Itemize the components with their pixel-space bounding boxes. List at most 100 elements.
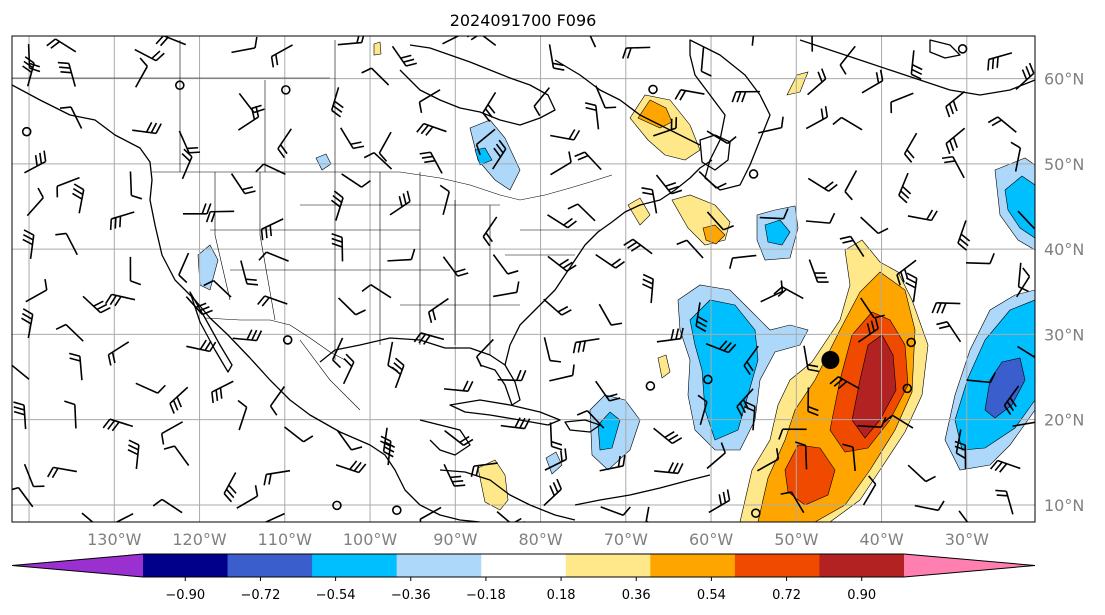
wind-barb xyxy=(1012,421,1035,428)
wind-barb xyxy=(330,190,344,221)
state-border xyxy=(259,172,276,321)
wind-barb xyxy=(330,87,344,118)
wind-barb xyxy=(839,235,865,257)
positive-anomaly-region xyxy=(373,41,382,56)
wind-barb xyxy=(132,121,162,135)
central-america xyxy=(439,469,576,521)
latitude-label: 20°N xyxy=(1044,411,1084,430)
wind-barb xyxy=(751,36,755,46)
wind-barb xyxy=(758,116,784,134)
wind-barb xyxy=(676,239,704,259)
calm-wind-marker xyxy=(748,169,759,179)
colorbar-outline xyxy=(11,553,1036,578)
wind-barb xyxy=(492,254,519,275)
wind-barb xyxy=(653,117,678,137)
wind-barb xyxy=(24,150,47,174)
wind-barb xyxy=(236,485,259,509)
positive-anomaly-region xyxy=(851,334,897,439)
calm-wind-marker xyxy=(280,85,291,95)
wind-barb xyxy=(576,409,605,429)
wind-barb xyxy=(645,506,650,522)
wind-barb xyxy=(205,210,235,223)
wind-barb xyxy=(231,36,258,54)
wind-barb xyxy=(905,272,918,303)
wind-barb xyxy=(13,401,27,430)
wind-barb xyxy=(729,254,757,269)
wind-barb xyxy=(780,491,805,514)
positive-anomaly-region xyxy=(477,459,509,511)
wind-barb xyxy=(269,386,286,416)
iceland xyxy=(929,39,961,59)
wind-barb xyxy=(708,489,731,514)
longitude-label: 30°W xyxy=(945,530,989,549)
wind-barb xyxy=(102,418,134,432)
wind-barb xyxy=(72,183,85,214)
wind-barb xyxy=(169,386,189,414)
wind-barb xyxy=(47,466,78,479)
wind-barb xyxy=(389,190,411,216)
positive-anomaly-region xyxy=(637,99,673,129)
wind-barb xyxy=(839,45,856,75)
wind-barb xyxy=(955,429,967,460)
calm-wind-marker xyxy=(282,335,293,345)
wind-barb xyxy=(129,256,142,286)
wind-barb xyxy=(46,38,77,53)
map-panel xyxy=(12,36,1035,522)
wind-barb xyxy=(829,376,860,390)
greenland xyxy=(689,39,771,191)
wind-barb xyxy=(966,253,995,265)
wind-barb xyxy=(655,174,683,195)
wind-barb xyxy=(482,91,497,122)
wind-barb xyxy=(439,184,450,216)
wind-barb xyxy=(391,45,417,67)
wind-barb xyxy=(706,211,734,231)
wind-barb xyxy=(931,302,961,314)
wind-barb xyxy=(361,284,392,299)
wind-barb xyxy=(160,421,184,445)
longitude-label: 90°W xyxy=(433,530,477,549)
positive-anomaly-region xyxy=(627,197,651,226)
wind-barb xyxy=(115,513,134,522)
wind-barb xyxy=(496,510,526,522)
wind-barb xyxy=(945,127,966,155)
colorbar-tick-labels: −0.90 −0.72 −0.54 −0.36 −0.18 0.18 0.36 0.54 0.7… xyxy=(165,577,876,603)
baja-california xyxy=(189,291,233,373)
wind-barb xyxy=(25,278,48,303)
wind-barb xyxy=(1015,62,1035,91)
wind-barb xyxy=(1017,210,1035,230)
wind-barb xyxy=(163,445,190,466)
wind-barb xyxy=(547,255,577,272)
wind-barb xyxy=(698,170,727,189)
wind-barb xyxy=(907,209,938,222)
colorbar-tick-label: −0.54 xyxy=(316,588,356,603)
wind-barb xyxy=(363,151,393,170)
calm-wind-marker xyxy=(332,500,342,511)
wind-barb xyxy=(572,337,600,354)
calm-wind-marker xyxy=(392,505,402,515)
yucatan xyxy=(419,419,471,456)
colorbar-tick-label: 0.18 xyxy=(547,588,576,603)
calm-wind-marker xyxy=(957,44,968,54)
wind-barb xyxy=(860,297,885,319)
wind-barb xyxy=(844,170,858,201)
wind-barb xyxy=(807,68,827,96)
negative-anomaly-region xyxy=(1004,175,1035,239)
longitude-label: 120°W xyxy=(172,530,227,549)
wind-barb xyxy=(598,303,623,326)
wind-barb xyxy=(883,414,914,429)
wind-barb xyxy=(55,232,79,256)
wind-barb xyxy=(966,372,996,384)
wind-barb xyxy=(107,341,130,366)
wind-barb xyxy=(731,90,760,103)
wind-barb xyxy=(805,212,836,224)
calm-wind-marker xyxy=(703,374,713,385)
wind-barb xyxy=(936,321,962,343)
colorbar-tick-label: 0.36 xyxy=(622,588,651,603)
wind-barb xyxy=(413,332,445,345)
wind-barb xyxy=(186,339,217,353)
longitude-label: 100°W xyxy=(343,530,398,549)
wind-barb xyxy=(22,229,35,259)
negative-anomaly-region xyxy=(597,411,621,451)
wind-barb xyxy=(230,173,256,195)
state-border xyxy=(214,172,231,301)
